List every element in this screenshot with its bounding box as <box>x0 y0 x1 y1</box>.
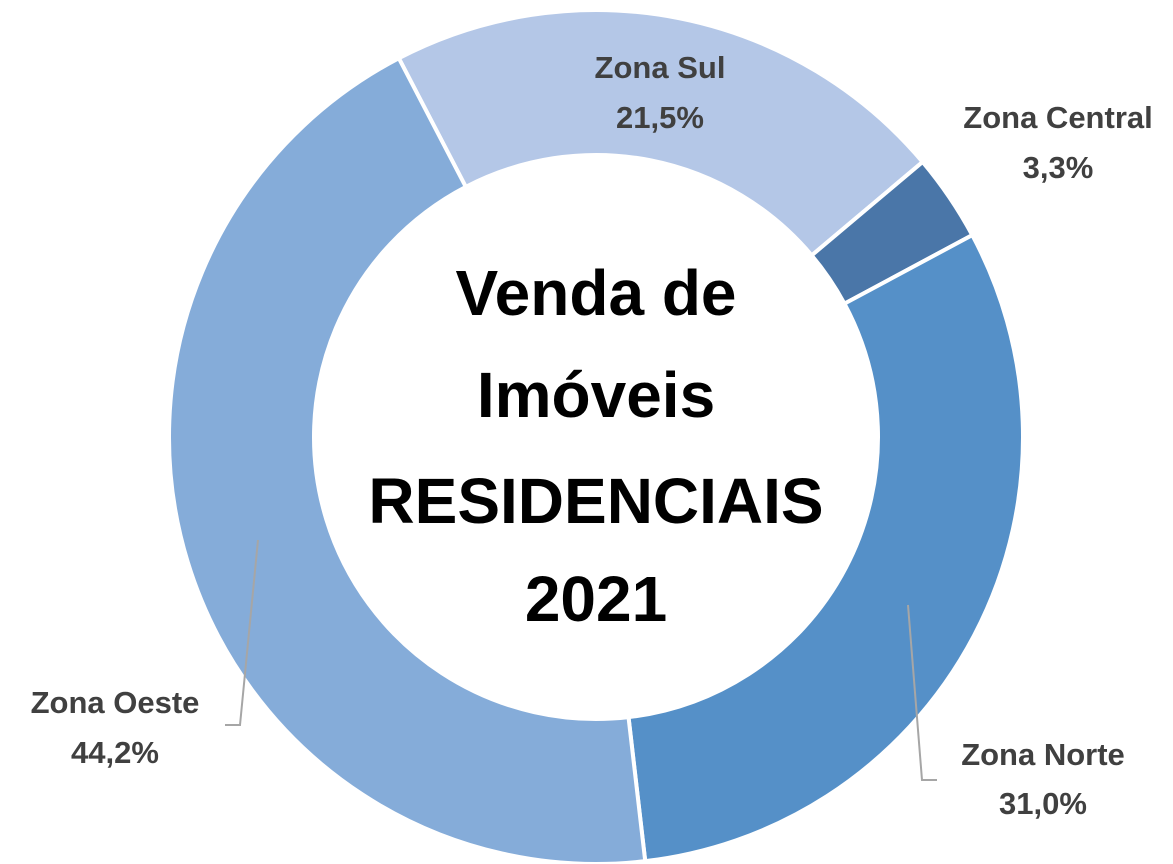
chart-title: Venda de <box>456 257 737 329</box>
leader-line <box>907 604 937 781</box>
slices <box>167 8 1025 864</box>
slice <box>396 8 926 259</box>
leader-line <box>225 539 259 726</box>
category-label: Zona Central <box>963 100 1152 135</box>
chart-title: RESIDENCIAIS <box>368 465 823 537</box>
value-label: 44,2% <box>71 735 159 770</box>
slice <box>167 55 648 864</box>
chart-title: 2021 <box>525 563 667 635</box>
category-label: Zona Norte <box>961 737 1125 772</box>
slice <box>626 232 1025 864</box>
chart-title: Imóveis <box>477 359 715 431</box>
category-label: Zona Oeste <box>31 685 200 720</box>
value-label: 31,0% <box>999 786 1087 821</box>
category-label: Zona Sul <box>595 50 726 85</box>
value-label: 21,5% <box>616 100 704 135</box>
value-label: 3,3% <box>1023 150 1094 185</box>
